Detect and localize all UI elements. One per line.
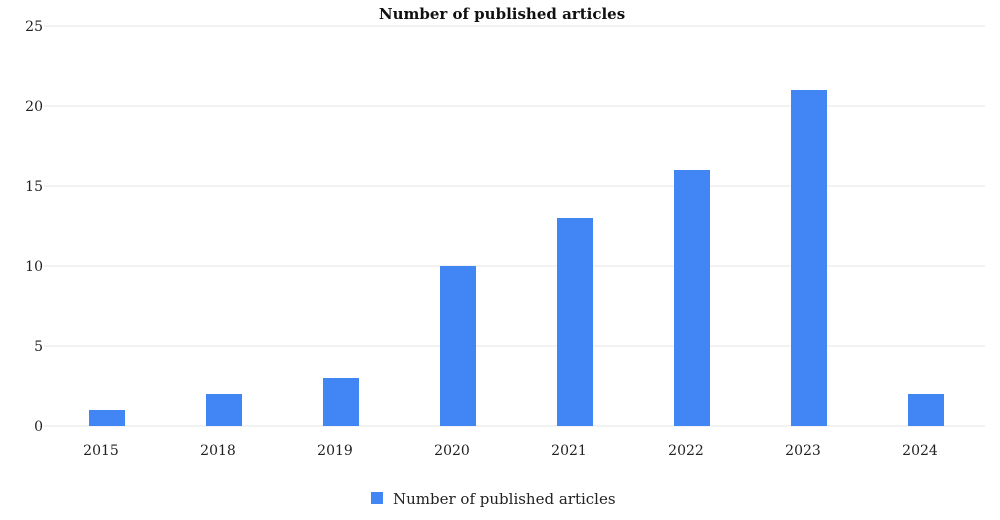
x-tick-label-2018: 2018 — [200, 443, 236, 459]
gridlines — [44, 25, 985, 427]
y-tick-label-10: 10 — [25, 259, 43, 275]
x-tick-label-2024: 2024 — [902, 443, 938, 459]
x-tick-label-2019: 2019 — [317, 443, 353, 459]
y-tick-label-5: 5 — [34, 339, 43, 355]
x-tick-label-2021: 2021 — [551, 443, 587, 459]
bar-2024 — [908, 394, 944, 426]
legend-swatch — [371, 492, 383, 504]
legend: Number of published articles — [371, 490, 616, 508]
y-tick-label-20: 20 — [25, 99, 43, 115]
legend-label: Number of published articles — [393, 490, 616, 508]
bar-2023 — [791, 90, 827, 426]
bar-2019 — [323, 378, 359, 426]
bar-2022 — [674, 170, 710, 426]
x-axis-ticks: 2015 2018 2019 2020 2021 2022 2023 2024 — [83, 443, 938, 459]
bars — [89, 90, 944, 426]
x-tick-label-2023: 2023 — [785, 443, 821, 459]
y-tick-label-25: 25 — [25, 19, 43, 35]
x-tick-label-2020: 2020 — [434, 443, 470, 459]
bar-2018 — [206, 394, 242, 426]
bar-2020 — [440, 266, 476, 426]
chart-title: Number of published articles — [379, 5, 625, 23]
bar-2015 — [89, 410, 125, 426]
bar-2021 — [557, 218, 593, 426]
x-tick-label-2022: 2022 — [668, 443, 704, 459]
y-tick-label-0: 0 — [34, 419, 43, 435]
y-tick-label-15: 15 — [25, 179, 43, 195]
y-axis-ticks: 0 5 10 15 20 25 — [25, 19, 43, 435]
x-tick-label-2015: 2015 — [83, 443, 119, 459]
